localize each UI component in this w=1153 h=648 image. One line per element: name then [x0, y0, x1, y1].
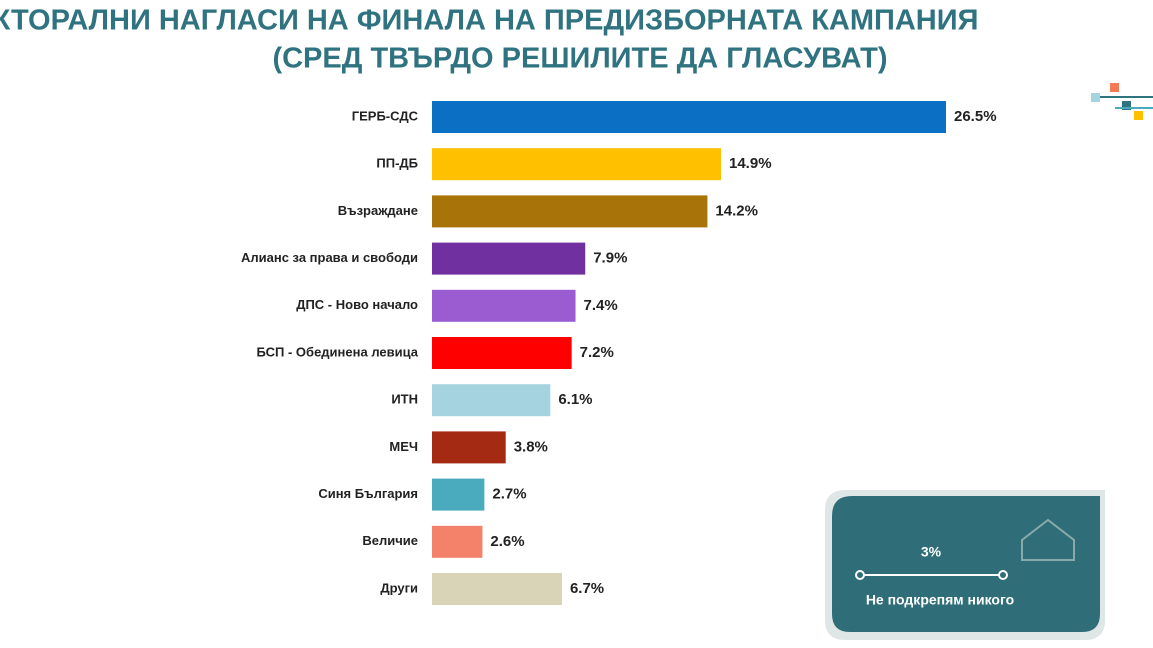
bar [432, 384, 551, 417]
value-label: 14.2% [715, 202, 758, 219]
bar [432, 148, 722, 181]
category-label: Алианс за права и свободи [241, 250, 418, 265]
value-label: 3.8% [514, 438, 548, 455]
decoration [1091, 83, 1153, 120]
category-label: Възраждане [338, 203, 418, 218]
value-label: 7.2% [580, 344, 614, 361]
callout-label: Не подкрепям никого [866, 592, 1014, 608]
category-label: МЕЧ [389, 439, 418, 454]
category-label: ИТН [391, 392, 418, 407]
callout-value: 3% [921, 544, 942, 560]
value-label: 6.1% [558, 391, 592, 408]
bar [432, 101, 946, 133]
bar [432, 195, 708, 228]
bar [432, 337, 572, 369]
value-label: 2.6% [490, 533, 524, 550]
bar [432, 525, 483, 558]
category-label: Други [380, 580, 418, 595]
value-label: 7.9% [593, 250, 627, 267]
value-label: 2.7% [492, 486, 526, 503]
value-label: 6.7% [570, 580, 604, 597]
category-label: ПП-ДБ [376, 156, 418, 171]
chart-title: ЕЛЕКТОРАЛНИ НАГЛАСИ НА ФИНАЛА НА ПРЕДИЗБ… [0, 5, 978, 37]
value-label: 26.5% [954, 108, 997, 125]
category-label: ГЕРБ-СДС [352, 108, 419, 123]
bar [432, 289, 576, 322]
bar [432, 478, 485, 511]
value-label: 7.4% [584, 297, 618, 314]
chart-subtitle: (СРЕД ТВЪРДО РЕШИЛИТЕ ДА ГЛАСУВАТ) [272, 43, 887, 75]
bar [432, 242, 586, 275]
bar [432, 431, 506, 464]
category-label: ДПС - Ново начало [296, 297, 418, 312]
callout [825, 490, 1105, 640]
category-label: БСП - Обединена левица [256, 344, 418, 359]
category-label: Величие [362, 533, 418, 548]
category-label: Синя България [318, 486, 418, 501]
value-label: 14.9% [729, 155, 772, 172]
bar [432, 573, 562, 605]
